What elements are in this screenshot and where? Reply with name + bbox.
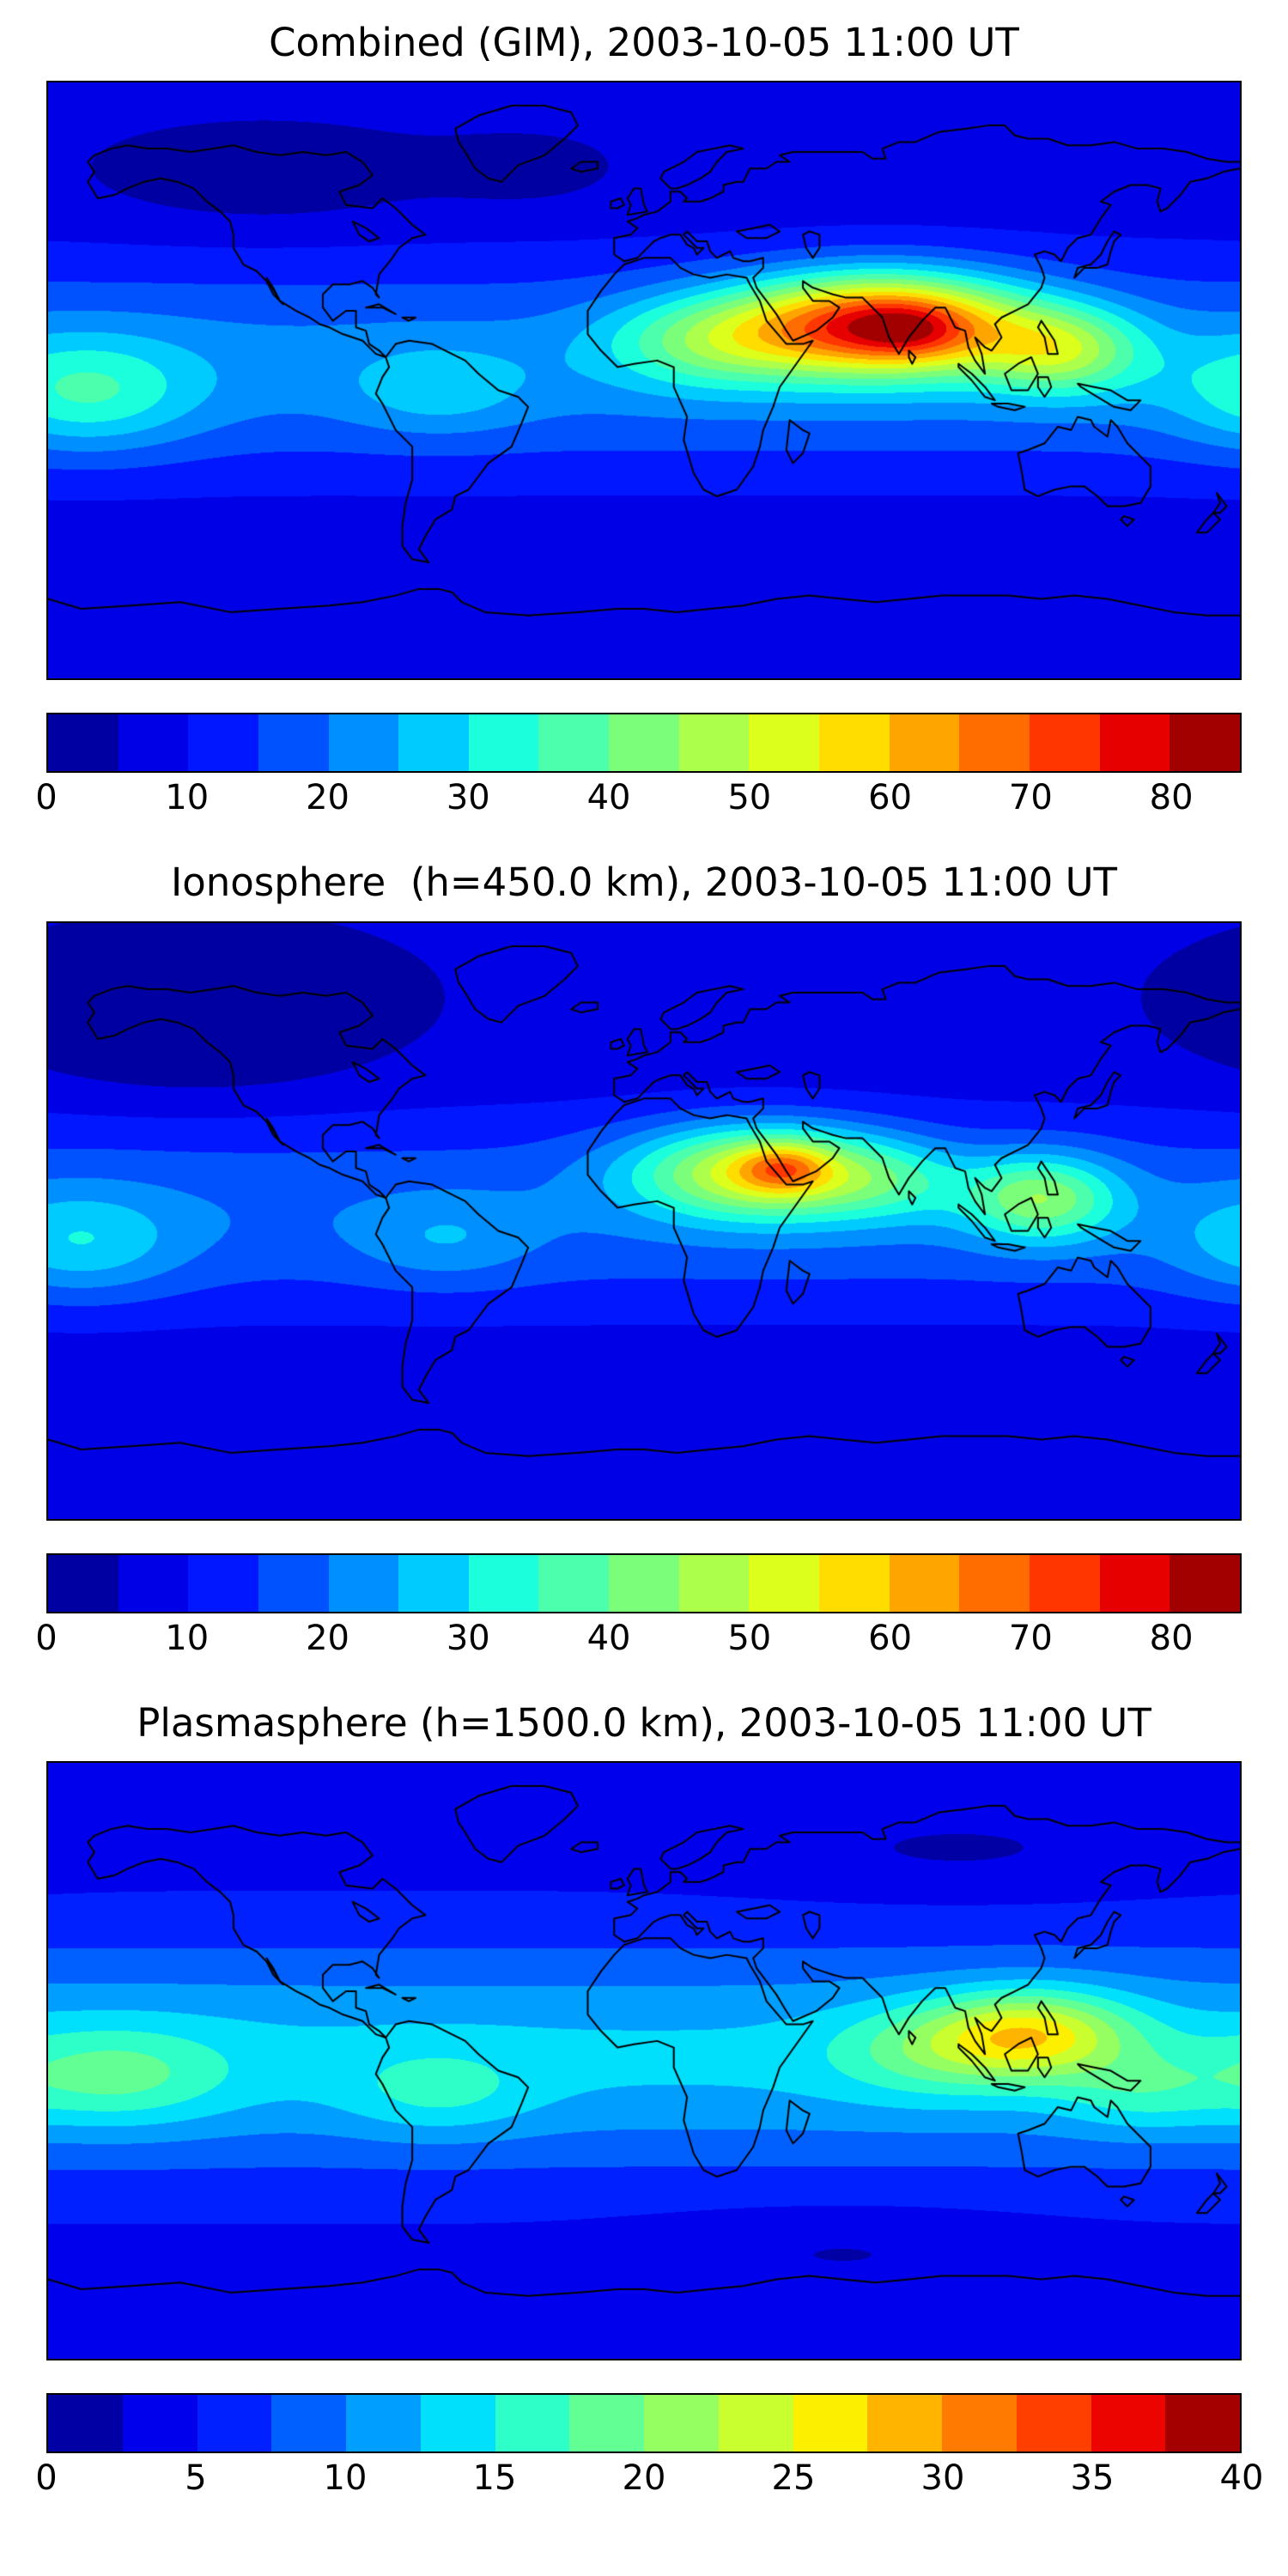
colorbar-segment	[793, 2394, 868, 2451]
colorbar-tick-label: 80	[1149, 778, 1194, 818]
colorbar-tick-label: 0	[35, 2458, 58, 2498]
colorbar-segment	[468, 714, 539, 772]
colorbar-tick-label: 60	[868, 1618, 913, 1658]
colorbar-segment	[48, 2394, 123, 2451]
colorbar-tick-label: 5	[185, 2458, 207, 2498]
colorbar-tick-label: 80	[1149, 1618, 1194, 1658]
colorbar-tick-label: 35	[1070, 2458, 1115, 2498]
colorbar-tick-label: 70	[1008, 778, 1053, 818]
colorbar-segment	[569, 2394, 644, 2451]
panel-plasmasphere: Plasmasphere (h=1500.0 km), 2003-10-05 1…	[0, 1699, 1288, 2505]
colorbar-segment	[48, 1554, 118, 1612]
colorbar-tick-labels-plasmasphere: 0 5 10 15 20 25 30 35 40	[35, 2458, 1263, 2505]
colorbar-segment	[749, 714, 820, 772]
colorbar-tick-label: 10	[165, 1618, 210, 1658]
colorbar-tick-label: 30	[446, 778, 490, 818]
colorbar-segment	[538, 1554, 610, 1612]
colorbar-segment	[538, 714, 610, 772]
colorbar-segment	[188, 714, 258, 772]
map-combined	[46, 81, 1242, 681]
colorbar-segment	[1029, 714, 1100, 772]
colorbar-segment	[122, 2394, 197, 2451]
colorbar-tick-label: 60	[868, 778, 913, 818]
panel-title-ionosphere: Ionosphere (h=450.0 km), 2003-10-05 11:0…	[170, 860, 1118, 906]
colorbar-segment	[258, 714, 329, 772]
colorbar-segment	[118, 1554, 189, 1612]
colorbar-segment	[1170, 714, 1240, 772]
colorbar-segment	[718, 2394, 793, 2451]
colorbar-segment	[271, 2394, 346, 2451]
colorbar-tick-label: 10	[323, 2458, 368, 2498]
map-plasmasphere	[46, 1760, 1242, 2360]
colorbar-tick-label: 25	[771, 2458, 816, 2498]
colorbar-tick-label: 40	[586, 1618, 631, 1658]
colorbar-segment	[1016, 2394, 1091, 2451]
colorbar-segment	[188, 1554, 258, 1612]
colorbar-segment	[495, 2394, 570, 2451]
colorbar-segment	[1099, 1554, 1170, 1612]
colorbar-segment	[819, 1554, 890, 1612]
colorbar-segment	[678, 714, 750, 772]
tec-map-canvas-plasmasphere	[48, 1762, 1240, 2359]
colorbar-segment	[867, 2394, 942, 2451]
tec-map-canvas-combined	[48, 82, 1240, 679]
panel-title-plasmasphere: Plasmasphere (h=1500.0 km), 2003-10-05 1…	[137, 1699, 1151, 1746]
colorbar-tick-labels-combined: 0 10 20 30 40 50 60 70 80	[35, 778, 1242, 824]
colorbar-segment	[609, 714, 679, 772]
panel-ionosphere: Ionosphere (h=450.0 km), 2003-10-05 11:0…	[0, 859, 1288, 1664]
colorbar-segment	[48, 714, 118, 772]
colorbar-tick-label: 70	[1008, 1618, 1053, 1658]
colorbar-segment	[1029, 1554, 1100, 1612]
colorbar-segment	[420, 2394, 495, 2451]
colorbar-ionosphere	[46, 1552, 1242, 1613]
colorbar-tick-label: 50	[727, 778, 772, 818]
colorbar-segment	[346, 2394, 421, 2451]
colorbar-segment	[678, 1554, 750, 1612]
colorbar-segment	[749, 1554, 820, 1612]
figure: Combined (GIM), 2003-10-05 11:00 UT 0 10 2…	[0, 19, 1288, 2505]
colorbar-segment	[398, 1554, 469, 1612]
map-ionosphere	[46, 920, 1242, 1521]
panel-title-combined: Combined (GIM), 2003-10-05 11:00 UT	[269, 20, 1019, 65]
colorbar-segment	[197, 2394, 272, 2451]
colorbar-segment	[609, 1554, 679, 1612]
colorbar-tick-label: 30	[920, 2458, 965, 2498]
colorbar-tick-label: 20	[306, 1618, 349, 1658]
colorbar-segment	[889, 1554, 960, 1612]
colorbar-tick-label: 0	[35, 1618, 58, 1658]
colorbar-tick-label: 40	[586, 778, 631, 818]
colorbar-tick-label: 30	[446, 1618, 490, 1658]
colorbar-tick-label: 20	[622, 2458, 666, 2498]
tec-map-canvas-ionosphere	[48, 922, 1240, 1519]
colorbar-segment	[398, 714, 469, 772]
colorbar-segment	[258, 1554, 329, 1612]
colorbar-segment	[118, 714, 189, 772]
colorbar-segment	[819, 714, 890, 772]
colorbar-tick-label: 15	[472, 2458, 517, 2498]
colorbar-segment	[942, 2394, 1017, 2451]
colorbar-tick-label: 20	[306, 778, 349, 818]
colorbar-segment	[889, 714, 960, 772]
colorbar-segment	[959, 714, 1030, 772]
colorbar-segment	[328, 714, 399, 772]
colorbar-tick-labels-ionosphere: 0 10 20 30 40 50 60 70 80	[35, 1618, 1242, 1665]
colorbar-combined	[46, 713, 1242, 774]
colorbar-segment	[1091, 2394, 1166, 2451]
colorbar-segment	[1170, 1554, 1240, 1612]
colorbar-tick-label: 40	[1219, 2458, 1264, 2498]
colorbar-plasmasphere	[46, 2392, 1242, 2453]
colorbar-segment	[1099, 714, 1170, 772]
panel-combined: Combined (GIM), 2003-10-05 11:00 UT 0 10 2…	[0, 19, 1288, 824]
colorbar-tick-label: 0	[35, 778, 58, 818]
colorbar-segment	[959, 1554, 1030, 1612]
colorbar-segment	[644, 2394, 719, 2451]
colorbar-tick-label: 10	[165, 778, 210, 818]
colorbar-segment	[468, 1554, 539, 1612]
colorbar-segment	[1165, 2394, 1240, 2451]
colorbar-segment	[328, 1554, 399, 1612]
colorbar-tick-label: 50	[727, 1618, 772, 1658]
